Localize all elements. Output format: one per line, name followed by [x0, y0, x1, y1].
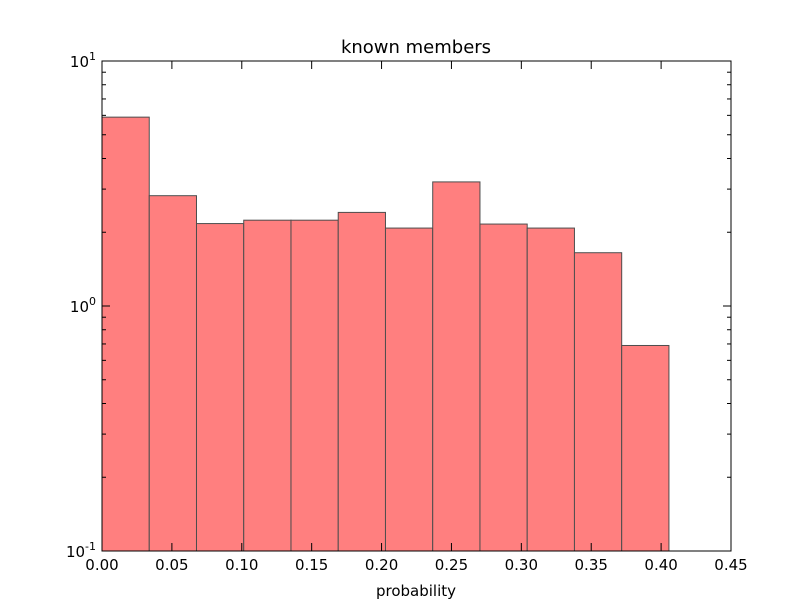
histogram-bar: [243, 219, 292, 552]
histogram-bar: [479, 223, 528, 552]
histogram-bar: [195, 223, 245, 552]
y-tick-label: 10-1: [66, 540, 96, 561]
x-tick-label: 0.10: [225, 556, 258, 574]
y-tick-label: 100: [70, 295, 96, 316]
histogram-bar: [573, 252, 623, 552]
x-axis-label: probability: [376, 582, 456, 600]
chart-title: known members: [341, 37, 491, 58]
x-tick-label: 0.05: [155, 556, 188, 574]
y-tick-label: 101: [70, 50, 96, 71]
x-tick-label: 0.20: [365, 556, 398, 574]
x-tick-label: 0.35: [575, 556, 608, 574]
histogram-bar: [290, 219, 339, 552]
x-tick-label: 0.30: [505, 556, 538, 574]
histogram-bar: [384, 227, 434, 552]
histogram-bar: [621, 344, 670, 552]
histogram-bar: [148, 195, 197, 552]
histogram-bar: [337, 211, 386, 552]
x-tick-label: 0.40: [644, 556, 677, 574]
ticks-group: [101, 60, 732, 552]
plot-frame: [101, 60, 732, 552]
x-tick-labels: 0.00 0.05 0.10 0.15 0.20 0.25 0.30 0.35 0.40 0.45: [85, 556, 747, 574]
histogram-bar: [432, 181, 481, 552]
x-tick-label: 0.25: [435, 556, 468, 574]
x-tick-label: 0.45: [714, 556, 747, 574]
bars-group: [101, 116, 670, 552]
y-tick-labels: 101 100 10-1: [66, 50, 96, 561]
x-tick-label: 0.15: [295, 556, 328, 574]
histogram-bar: [526, 227, 575, 552]
histogram-bar: [101, 116, 150, 552]
x-tick-label: 0.00: [85, 556, 118, 574]
